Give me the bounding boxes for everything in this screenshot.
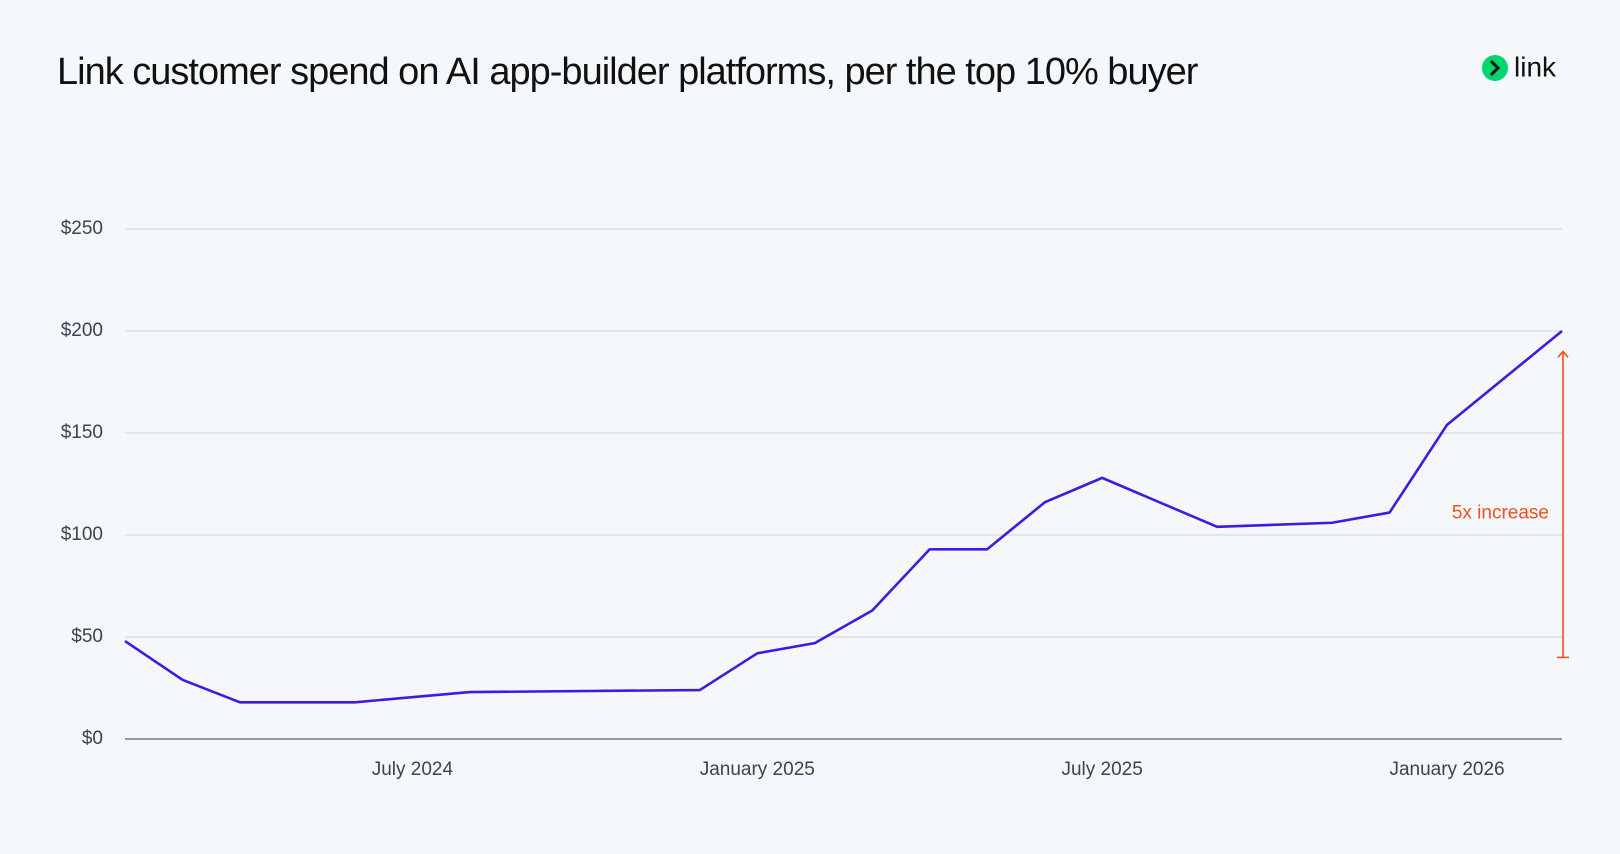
x-tick-label: January 2025 xyxy=(700,759,815,780)
y-tick-label: $150 xyxy=(61,422,103,443)
x-tick-label: July 2024 xyxy=(372,759,454,780)
x-tick-label: July 2025 xyxy=(1061,759,1142,780)
line-series xyxy=(124,329,1563,704)
chart-title: Link customer spend on AI app-builder pl… xyxy=(57,51,1199,93)
x-tick-label: January 2026 xyxy=(1389,759,1504,780)
logo-text: link xyxy=(1514,51,1557,82)
y-tick-label: $200 xyxy=(61,320,103,341)
y-tick-label: $250 xyxy=(61,218,103,239)
logo-icon xyxy=(1482,55,1508,81)
y-tick-label: $50 xyxy=(71,626,103,647)
logo-chevron xyxy=(1489,59,1501,77)
annotation-head xyxy=(1557,350,1569,358)
y-tick-label: $100 xyxy=(61,524,103,545)
y-tick-label: $0 xyxy=(82,728,103,749)
annotation-text: 5x increase xyxy=(1452,502,1549,523)
